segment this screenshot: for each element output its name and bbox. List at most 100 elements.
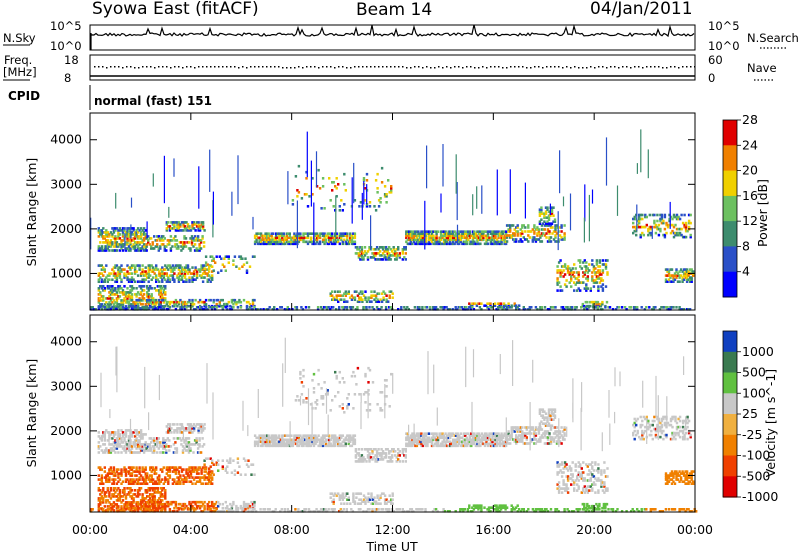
heatmap-cell (97, 278, 100, 281)
heatmap-cell (270, 444, 273, 448)
heatmap-cell (287, 440, 290, 444)
heatmap-cell (109, 447, 113, 450)
heatmap-cell (153, 298, 156, 302)
heatmap-cell (135, 306, 138, 309)
heatmap-cell (543, 306, 547, 309)
heatmap-cell (462, 232, 465, 235)
heatmap-cell (136, 247, 140, 250)
heatmap-cell (130, 276, 134, 279)
heatmap-cell (97, 287, 100, 290)
heatmap-cell (256, 236, 260, 240)
heatmap-cell (105, 480, 108, 483)
heatmap-cell (118, 291, 122, 294)
heatmap-cell (365, 306, 368, 309)
heatmap-cell (441, 234, 444, 238)
heatmap-cell (497, 236, 500, 240)
heatmap-cell (664, 280, 668, 283)
heatmap-cell (108, 449, 111, 452)
heatmap-cell (117, 429, 120, 432)
heatmap-cell (607, 306, 610, 309)
heatmap-cell (357, 460, 361, 463)
heatmap-cell (118, 445, 122, 448)
heatmap-cell (344, 189, 347, 192)
heatmap-cell (117, 487, 120, 490)
heatmap-cell (678, 217, 682, 221)
heatmap-cell (502, 302, 506, 305)
heatmap-cell (270, 232, 273, 235)
heatmap-cell (155, 466, 158, 469)
heatmap-cell (124, 241, 128, 244)
heatmap-cell (173, 506, 176, 510)
heatmap-cell (174, 235, 177, 238)
heatmap-cell (139, 487, 143, 490)
heatmap-cell (464, 232, 467, 235)
heatmap-cell (591, 259, 594, 262)
heatmap-cell (109, 239, 113, 242)
heatmap-cell (444, 236, 447, 240)
heatmap-cell (471, 234, 475, 238)
heatmap-cell (130, 468, 134, 471)
heatmap-cell (350, 306, 353, 309)
heatmap-cell (383, 195, 387, 198)
nave-dot (570, 67, 572, 69)
heatmap-cell (138, 237, 141, 240)
heatmap-cell (230, 300, 234, 304)
heatmap-cell (124, 431, 128, 434)
heatmap-cell (162, 268, 165, 271)
heatmap-cell (381, 458, 385, 461)
heatmap-cell (106, 306, 109, 309)
heatmap-cell (444, 234, 447, 238)
heatmap-cell (503, 236, 506, 240)
heatmap-cell (168, 474, 172, 477)
heatmap-cell (142, 443, 146, 446)
nave-dot (582, 67, 584, 69)
heatmap-cell (383, 456, 386, 459)
heatmap-cell (201, 221, 205, 224)
heatmap-cell (556, 281, 559, 284)
heatmap-cell (409, 232, 412, 235)
heatmap-cell (338, 242, 341, 246)
heatmap-cell (100, 249, 103, 252)
heatmap-cell (259, 242, 263, 246)
heatmap-cell (266, 234, 269, 238)
heatmap-cell (127, 435, 131, 438)
heatmap-cell (191, 266, 194, 269)
heatmap-cell (173, 221, 176, 224)
heatmap-cell (174, 451, 177, 454)
nave-dot (562, 67, 564, 69)
heatmap-cell (152, 495, 155, 498)
heatmap-cell (404, 246, 407, 249)
heatmap-cell (473, 232, 476, 235)
heatmap-cell (294, 434, 298, 437)
heatmap-cell (439, 242, 443, 246)
nave-dot (522, 66, 524, 68)
heatmap-cell (401, 452, 404, 455)
heatmap-cell (411, 444, 414, 448)
heatmap-cell (115, 280, 119, 283)
heatmap-cell (606, 271, 609, 274)
heatmap-cell (459, 240, 462, 244)
heatmap-cell (524, 230, 527, 233)
heatmap-cell (641, 213, 644, 217)
heatmap-cell (221, 298, 224, 302)
heatmap-cell (687, 213, 691, 217)
heatmap-cell (114, 503, 117, 506)
heatmap-cell (111, 293, 114, 296)
heatmap-cell (120, 287, 123, 290)
heatmap-cell (545, 224, 548, 227)
heatmap-cell (253, 242, 257, 246)
heatmap-cell (195, 249, 198, 252)
heatmap-cell (121, 435, 125, 438)
heatmap-cell (417, 242, 420, 246)
nave-dot (410, 67, 412, 69)
heatmap-cell (592, 306, 595, 309)
heatmap-cell (198, 445, 201, 448)
heatmap-cell (141, 445, 144, 448)
heatmap-cell (320, 440, 323, 444)
heatmap-cell (585, 261, 588, 264)
heatmap-cell (118, 237, 122, 240)
heatmap-cell (473, 242, 476, 246)
heatmap-cell (139, 237, 143, 240)
heatmap-cell (272, 436, 275, 440)
heatmap-cell (162, 305, 165, 308)
